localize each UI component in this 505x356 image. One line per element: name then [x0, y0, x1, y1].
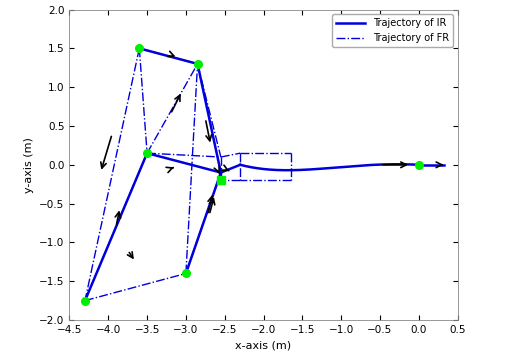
Y-axis label: y-axis (m): y-axis (m) [24, 137, 34, 193]
X-axis label: x-axis (m): x-axis (m) [235, 340, 291, 350]
Legend: Trajectory of IR, Trajectory of FR: Trajectory of IR, Trajectory of FR [331, 14, 452, 47]
